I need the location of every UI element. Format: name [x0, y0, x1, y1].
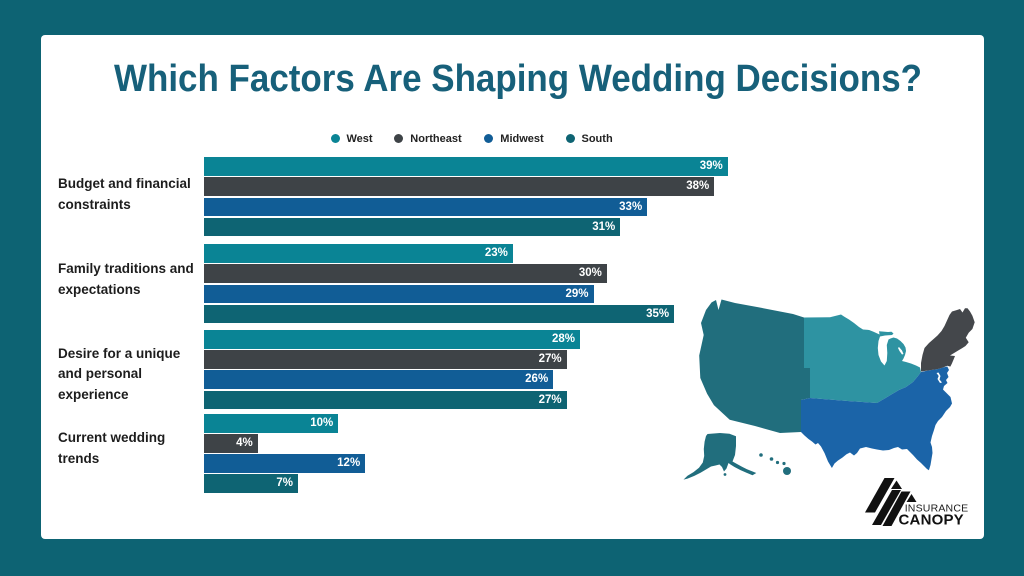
- svg-text:CANOPY: CANOPY: [899, 512, 964, 529]
- svg-text:INSURANCE: INSURANCE: [905, 503, 969, 515]
